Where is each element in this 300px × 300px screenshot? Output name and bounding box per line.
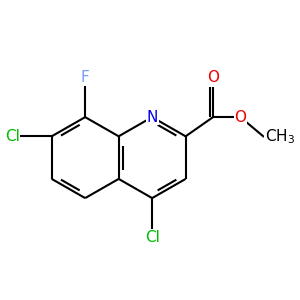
Text: Cl: Cl (5, 129, 20, 144)
Text: O: O (234, 110, 246, 124)
Text: F: F (81, 70, 89, 85)
Text: N: N (146, 110, 158, 124)
Text: CH$_3$: CH$_3$ (265, 127, 295, 146)
Text: O: O (207, 70, 219, 85)
Text: Cl: Cl (145, 230, 160, 245)
